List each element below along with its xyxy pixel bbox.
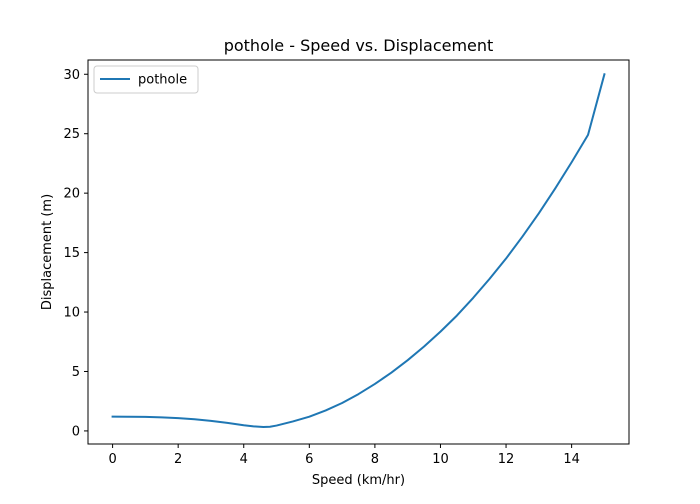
x-tick-label: 0: [108, 452, 116, 467]
legend: pothole: [93, 65, 199, 94]
x-tick-label: 4: [240, 452, 248, 467]
x-tick-label: 8: [371, 452, 379, 467]
x-tick-label: 12: [498, 452, 515, 467]
y-tick-label: 25: [63, 127, 80, 142]
legend-box: [93, 65, 199, 94]
x-tick-label: 2: [174, 452, 182, 467]
y-tick-label: 10: [63, 306, 80, 321]
series-layer: [111, 73, 606, 428]
axes-frame: [87, 59, 630, 445]
y-tick-label: 15: [63, 246, 80, 261]
series-line-pothole: [111, 73, 606, 428]
x-tick-label: 10: [432, 452, 449, 467]
y-tick-label: 20: [63, 187, 80, 202]
plot-area: 0 2 4 6 8 10 12 14 0 5 10 15 20 25 30: [63, 59, 630, 467]
x-tick-label: 14: [563, 452, 580, 467]
x-tick-label: 6: [305, 452, 313, 467]
y-tick-label: 5: [72, 365, 80, 380]
y-axis-label: Displacement (m): [40, 194, 55, 310]
legend-label-pothole: pothole: [138, 73, 187, 88]
x-axis-label: Speed (km/hr): [312, 473, 405, 488]
chart-title: pothole - Speed vs. Displacement: [224, 36, 494, 55]
y-tick-label: 0: [72, 424, 80, 439]
y-axis-ticks: 0 5 10 15 20 25 30: [63, 68, 88, 439]
y-tick-label: 30: [63, 68, 80, 83]
x-axis-ticks: 0 2 4 6 8 10 12 14: [108, 444, 580, 467]
